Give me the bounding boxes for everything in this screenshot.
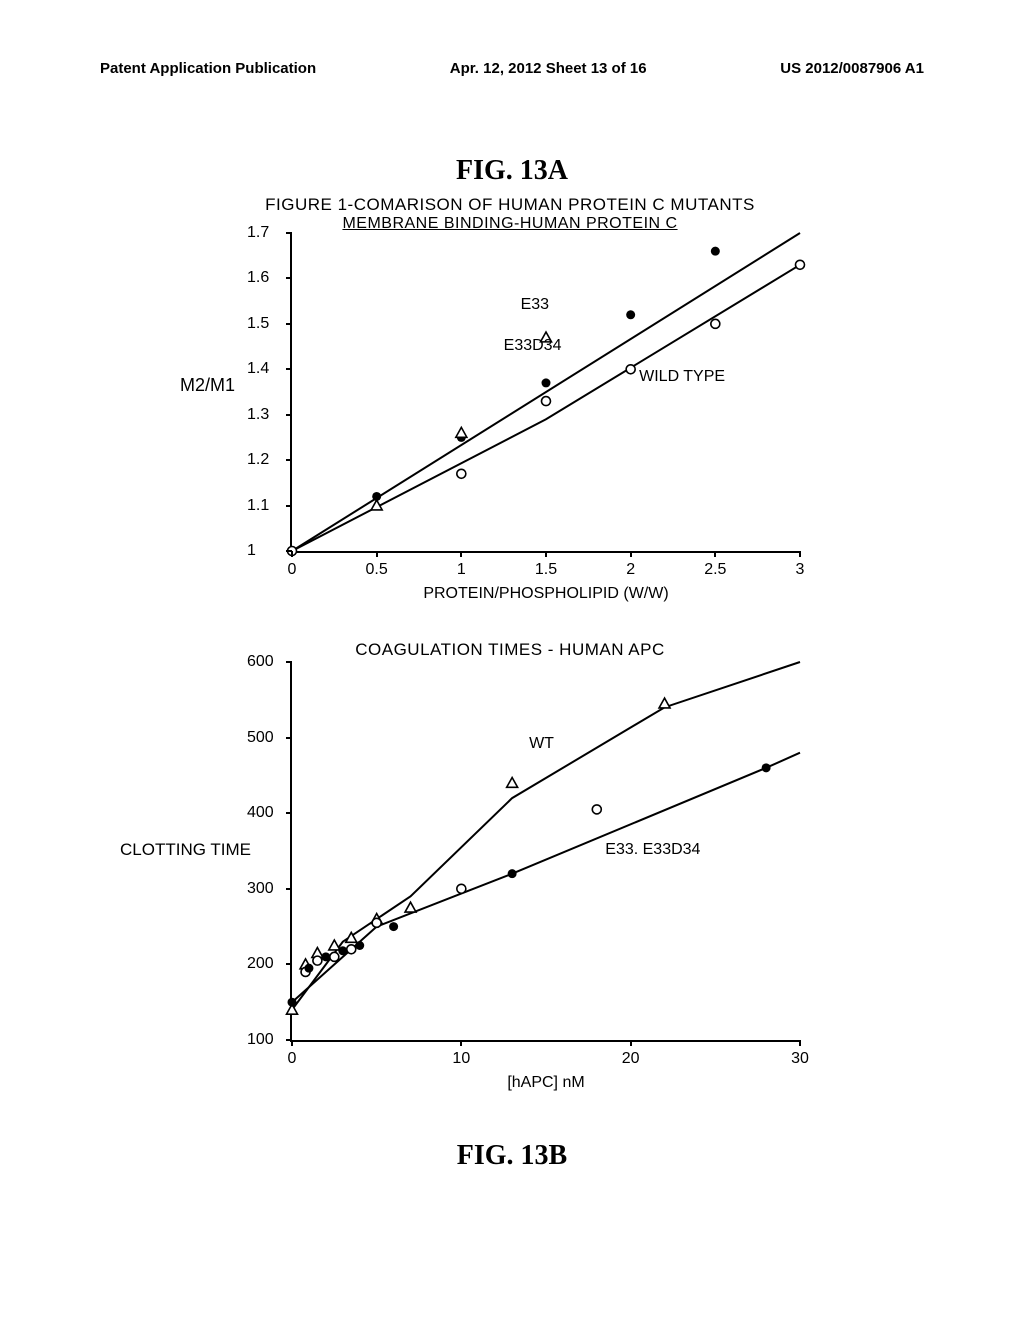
header-right: US 2012/0087906 A1 bbox=[780, 60, 924, 77]
chart-annotation: WILD TYPE bbox=[639, 368, 725, 386]
xtick-label: 0 bbox=[288, 561, 297, 579]
ytick-label: 200 bbox=[247, 955, 274, 973]
xtick-label: 20 bbox=[622, 1050, 640, 1068]
xtick-label: 0 bbox=[288, 1050, 297, 1068]
chart-a-ylabel: M2/M1 bbox=[180, 375, 235, 396]
chart-a-plot: PROTEIN/PHOSPHOLIPID (W/W) 11.11.21.31.4… bbox=[290, 233, 800, 553]
ytick-label: 100 bbox=[247, 1031, 274, 1049]
ytick-label: 1.6 bbox=[247, 269, 269, 287]
chart-annotation: WT bbox=[529, 735, 554, 753]
xtick-label: 10 bbox=[452, 1050, 470, 1068]
ytick-label: 1 bbox=[247, 542, 256, 560]
ytick-label: 1.3 bbox=[247, 406, 269, 424]
xtick-label: 0.5 bbox=[366, 561, 388, 579]
chart-b-xlabel: [hAPC] nM bbox=[292, 1074, 800, 1092]
chart-annotation: E33. E33D34 bbox=[605, 841, 700, 859]
chart-b-plot: [hAPC] nM 1002003004005006000102030WTE33… bbox=[290, 662, 800, 1042]
ytick-label: 1.5 bbox=[247, 315, 269, 333]
ytick-label: 1.4 bbox=[247, 360, 269, 378]
ytick-label: 500 bbox=[247, 729, 274, 747]
chart-a-svg bbox=[292, 233, 800, 551]
xtick-label: 3 bbox=[796, 561, 805, 579]
chart-annotation: E33 bbox=[521, 296, 549, 314]
ytick-label: 400 bbox=[247, 804, 274, 822]
ytick-label: 600 bbox=[247, 653, 274, 671]
chart-annotation: E33D34 bbox=[504, 337, 562, 355]
chart-a-container: FIGURE 1-COMARISON OF HUMAN PROTEIN C MU… bbox=[150, 195, 870, 553]
chart-a-title-1: FIGURE 1-COMARISON OF HUMAN PROTEIN C MU… bbox=[150, 195, 870, 215]
xtick-label: 2 bbox=[626, 561, 635, 579]
xtick-label: 2.5 bbox=[704, 561, 726, 579]
chart-b-svg bbox=[292, 662, 800, 1040]
header-left: Patent Application Publication bbox=[100, 60, 316, 77]
chart-b-container: COAGULATION TIMES - HUMAN APC CLOTTING T… bbox=[150, 640, 870, 1042]
ytick-label: 1.7 bbox=[247, 224, 269, 242]
header-center: Apr. 12, 2012 Sheet 13 of 16 bbox=[450, 60, 647, 77]
xtick-label: 1 bbox=[457, 561, 466, 579]
ytick-label: 300 bbox=[247, 880, 274, 898]
ytick-label: 1.1 bbox=[247, 497, 269, 515]
figure-13a-label: FIG. 13A bbox=[0, 155, 1024, 187]
patent-header: Patent Application Publication Apr. 12, … bbox=[0, 60, 1024, 77]
ytick-label: 1.2 bbox=[247, 451, 269, 469]
xtick-label: 1.5 bbox=[535, 561, 557, 579]
figure-13b-label: FIG. 13B bbox=[0, 1140, 1024, 1172]
xtick-label: 30 bbox=[791, 1050, 809, 1068]
chart-a-xlabel: PROTEIN/PHOSPHOLIPID (W/W) bbox=[292, 585, 800, 603]
chart-b-ylabel: CLOTTING TIME bbox=[120, 840, 251, 860]
